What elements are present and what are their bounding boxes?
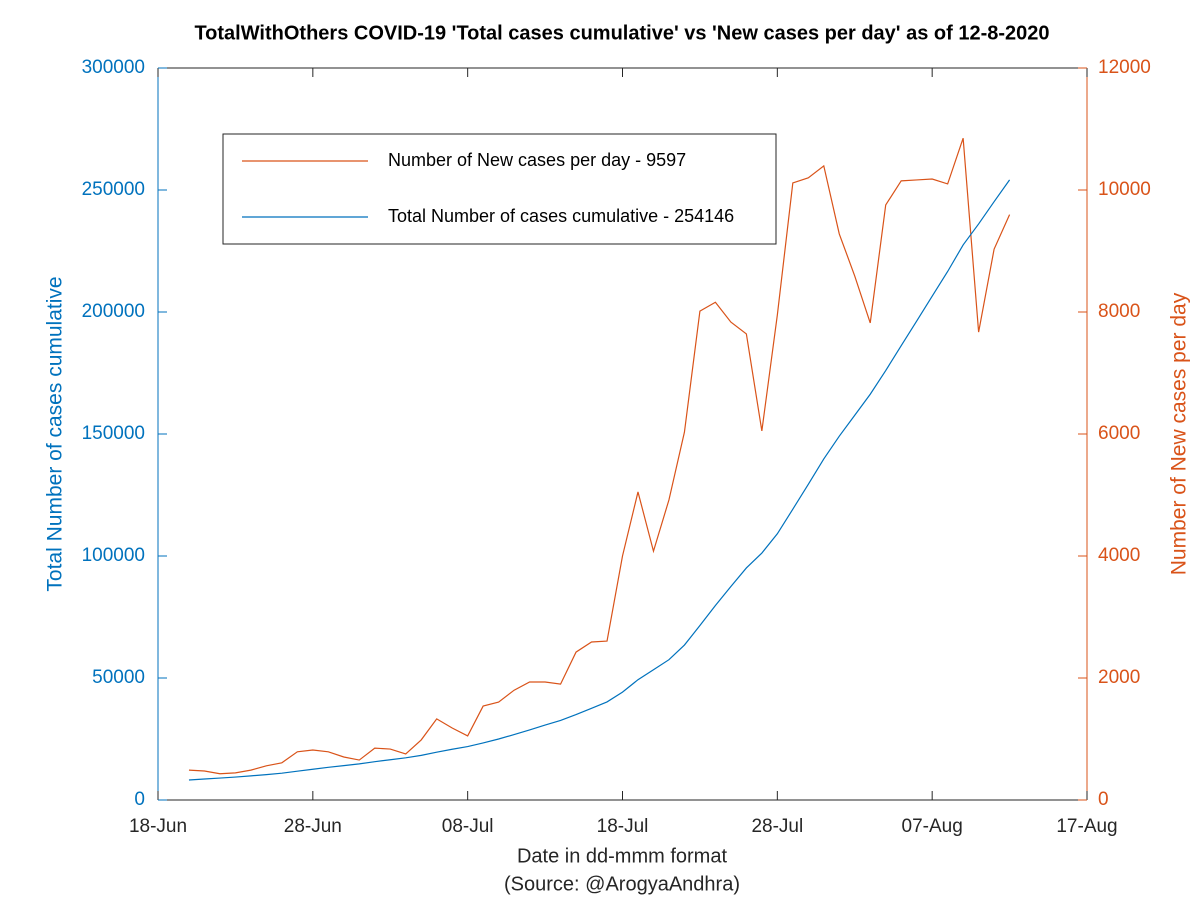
y-tick-label: 50000	[92, 667, 145, 688]
y-tick-label: 0	[134, 789, 145, 810]
x-axis-label: Date in dd-mmm format	[517, 845, 727, 867]
y2-tick-label: 10000	[1098, 179, 1151, 200]
y-tick-label: 250000	[82, 179, 145, 200]
y-tick-label: 200000	[82, 301, 145, 322]
x-tick-label: 18-Jul	[597, 816, 649, 837]
x-tick-label: 28-Jun	[284, 816, 342, 837]
x-tick-label: 07-Aug	[902, 816, 963, 837]
source-note: (Source: @ArogyaAndhra)	[504, 873, 740, 895]
y2-tick-label: 4000	[1098, 545, 1140, 566]
y2-tick-label: 2000	[1098, 667, 1140, 688]
y-tick-label: 100000	[82, 545, 145, 566]
legend-label: Total Number of cases cumulative - 25414…	[388, 206, 734, 226]
series-line	[188, 137, 1011, 775]
series-line	[188, 179, 1011, 781]
y2-axis-label: Number of New cases per day	[1168, 292, 1191, 575]
y2-tick-label: 0	[1098, 789, 1109, 810]
legend-box	[222, 133, 777, 245]
x-tick-label: 17-Aug	[1056, 816, 1117, 837]
y-tick-label: 300000	[82, 57, 145, 78]
y2-tick-label: 6000	[1098, 423, 1140, 444]
y-axis-label: Total Number of cases cumulative	[44, 276, 67, 591]
x-tick-label: 28-Jul	[751, 816, 803, 837]
chart-title: TotalWithOthers COVID-19 'Total cases cu…	[194, 22, 1049, 44]
y2-tick-label: 8000	[1098, 301, 1140, 322]
x-tick-label: 18-Jun	[129, 816, 187, 837]
y2-tick-label: 12000	[1098, 57, 1151, 78]
legend-label: Number of New cases per day - 9597	[388, 150, 686, 170]
y-tick-label: 150000	[82, 423, 145, 444]
x-tick-label: 08-Jul	[442, 816, 494, 837]
